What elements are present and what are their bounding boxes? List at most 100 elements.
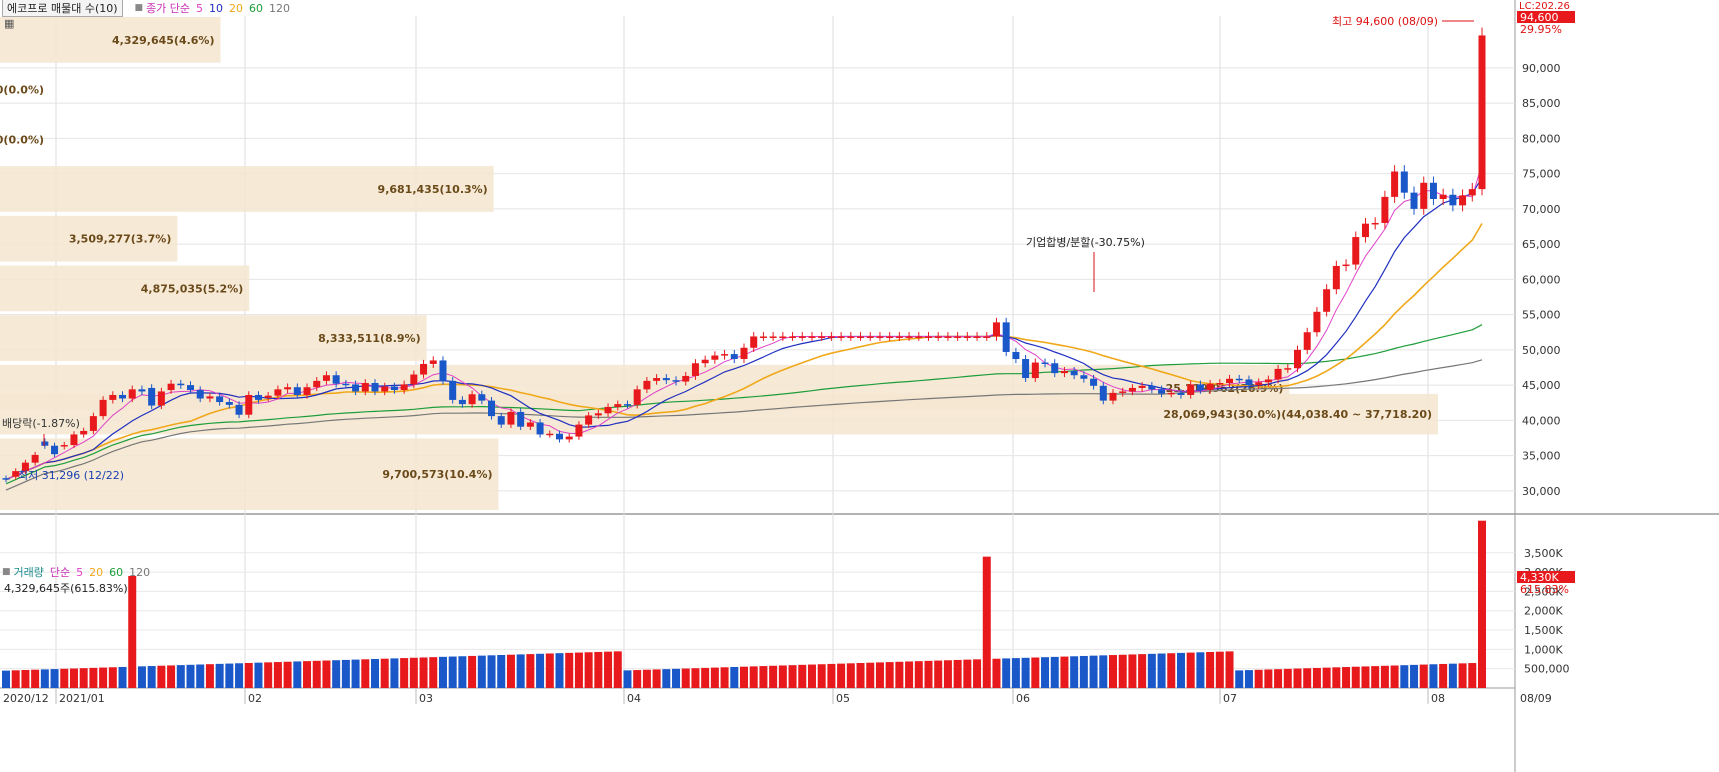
volume-bar	[79, 668, 88, 688]
candle-body	[1391, 171, 1399, 197]
volume-bar	[419, 657, 428, 688]
x-tick-label: 04	[627, 692, 641, 705]
candle-body	[1264, 379, 1272, 383]
price-tick-label: 55,000	[1522, 309, 1561, 322]
volume-bar	[1050, 656, 1059, 688]
candle-body	[623, 404, 631, 406]
calculator-icon[interactable]: ▦	[4, 17, 15, 30]
volume-bar	[1244, 670, 1253, 688]
volume-bar	[536, 653, 545, 688]
x-tick-label: 08/09	[1520, 692, 1552, 705]
candle-body	[750, 336, 758, 348]
volume-bar	[1041, 657, 1050, 688]
candle-body	[352, 384, 360, 392]
candle-body	[1439, 194, 1447, 199]
last-volume-value: 4,330K	[1520, 571, 1559, 584]
volume-bar	[875, 662, 884, 688]
ma120-label: 120	[269, 1, 291, 15]
price-tick-label: 75,000	[1522, 168, 1561, 181]
candle-body	[594, 413, 602, 416]
volume-bar	[1196, 652, 1205, 688]
candle-body	[759, 336, 767, 338]
volume-label: 거래량	[13, 566, 44, 579]
legend-square-icon: ■	[2, 567, 11, 577]
candle-body	[827, 336, 835, 338]
candle-body	[963, 336, 971, 338]
volume-bar	[244, 662, 253, 688]
volume-profile-label: 28,069,943(30.0%)(44,038.40 ~ 37,718.20)	[1163, 408, 1432, 421]
candle-body	[109, 394, 117, 400]
volume-bar	[1147, 653, 1156, 688]
price-tick-label: 90,000	[1522, 62, 1561, 75]
last-volume-badge	[1517, 571, 1575, 583]
volume-bar	[672, 668, 681, 688]
volume-bar	[1419, 664, 1428, 688]
candle-body	[468, 394, 476, 405]
volume-bar	[1099, 655, 1108, 688]
x-tick-label: 2020/12	[3, 692, 49, 705]
price-tick-label: 60,000	[1522, 273, 1561, 286]
vol-ma60-label: 60	[109, 565, 124, 579]
volume-bar	[137, 666, 146, 688]
volume-bar	[953, 659, 962, 688]
x-tick-label: 07	[1223, 692, 1237, 705]
volume-bar	[293, 661, 302, 688]
volume-bar	[497, 655, 506, 688]
vol-ma20-label: 20	[89, 565, 104, 579]
dividend-label: 배당락(-1.87%)	[2, 417, 80, 430]
volume-bar	[1303, 668, 1312, 688]
candle-body	[1459, 195, 1467, 206]
ma120-line	[5, 359, 1483, 491]
candle-body	[662, 378, 670, 381]
volume-bar	[1118, 654, 1127, 688]
candle-body	[167, 383, 175, 391]
stock-selector[interactable]: 에코프로 매물대 수(10)	[2, 0, 123, 17]
volume-bar	[623, 670, 632, 688]
volume-bar	[807, 664, 816, 688]
volume-bar	[943, 660, 952, 688]
volume-bar	[332, 660, 341, 688]
volume-bar	[778, 665, 787, 688]
candle-body	[546, 433, 554, 436]
volume-profile-label: 3,509,277(3.7%)	[69, 233, 172, 246]
candle-body	[1060, 371, 1068, 374]
candle-body	[934, 336, 942, 338]
candle-body	[148, 387, 156, 406]
volume-bar	[1089, 655, 1098, 688]
candle-body	[245, 394, 253, 415]
candle-body	[789, 336, 797, 338]
candle-body	[1342, 264, 1350, 267]
volume-bar	[341, 659, 350, 688]
candle-body	[1468, 189, 1476, 196]
price-tick-label: 65,000	[1522, 238, 1561, 251]
x-tick-label: 02	[248, 692, 262, 705]
volume-profile-label: 0(0.0%)	[0, 133, 44, 146]
candle-body	[653, 378, 661, 381]
volume-bar	[1264, 669, 1273, 688]
candle-body	[410, 374, 418, 385]
candle-body	[342, 383, 350, 386]
volume-profile-label: 9,681,435(10.3%)	[378, 183, 488, 196]
volume-bar	[691, 668, 700, 688]
candle-body	[973, 336, 981, 338]
volume-bar	[1274, 669, 1283, 688]
volume-bar	[50, 669, 59, 688]
candle-body	[721, 354, 729, 356]
candle-body	[1255, 382, 1263, 386]
volume-bar	[914, 661, 923, 688]
volume-bar	[1351, 666, 1360, 688]
candle-body	[1187, 384, 1195, 395]
chart-header: 에코프로 매물대 수(10) ■ 종가 단순 5 10 20 60 120	[0, 0, 296, 17]
candle-body	[313, 380, 321, 388]
ma60-line	[5, 324, 1483, 485]
candle-body	[332, 375, 340, 384]
candle-body	[420, 363, 428, 375]
candle-body	[488, 400, 496, 417]
volume-bar	[1332, 667, 1341, 688]
candle-body	[1138, 385, 1146, 388]
volume-tick-label: 1,000K	[1524, 643, 1563, 656]
candle-body	[128, 389, 136, 399]
candle-body	[429, 360, 437, 364]
candle-body	[798, 336, 806, 338]
